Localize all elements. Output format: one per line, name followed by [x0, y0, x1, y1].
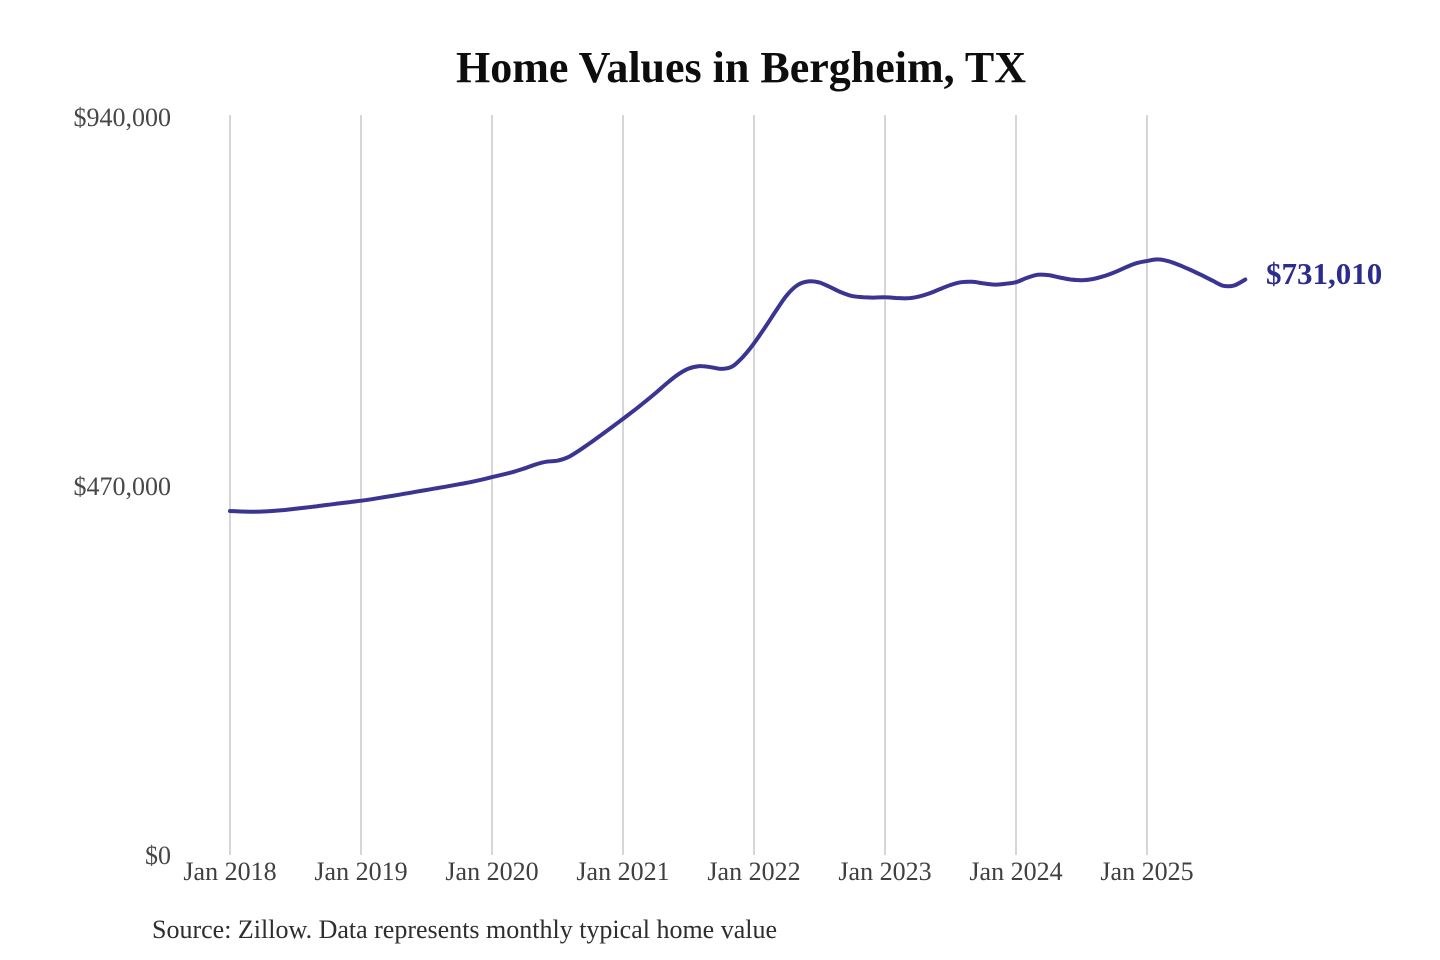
x-axis-labels: Jan 2018 Jan 2019 Jan 2020 Jan 2021 Jan 2022… [183, 857, 1193, 886]
x-tick-label-jan-2019: Jan 2019 [314, 857, 407, 886]
x-tick-label-jan-2022: Jan 2022 [707, 857, 800, 886]
y-tick-label-470000: $470,000 [74, 472, 172, 501]
chart-title: Home Values in Bergheim, TX [456, 43, 1026, 92]
x-tick-label-jan-2024: Jan 2024 [969, 857, 1062, 886]
x-tick-label-jan-2020: Jan 2020 [445, 857, 538, 886]
y-tick-label-940000: $940,000 [74, 103, 172, 132]
current-value-label: $731,010 [1266, 256, 1382, 291]
x-tick-label-jan-2018: Jan 2018 [183, 857, 276, 886]
home-value-line [228, 257, 1248, 514]
year-gridlines [229, 115, 1148, 855]
x-tick-label-jan-2025: Jan 2025 [1100, 857, 1193, 886]
x-tick-label-jan-2021: Jan 2021 [576, 857, 669, 886]
source-note: Source: Zillow. Data represents monthly … [152, 915, 777, 944]
x-tick-label-jan-2023: Jan 2023 [838, 857, 931, 886]
y-tick-label-0: $0 [145, 841, 171, 870]
